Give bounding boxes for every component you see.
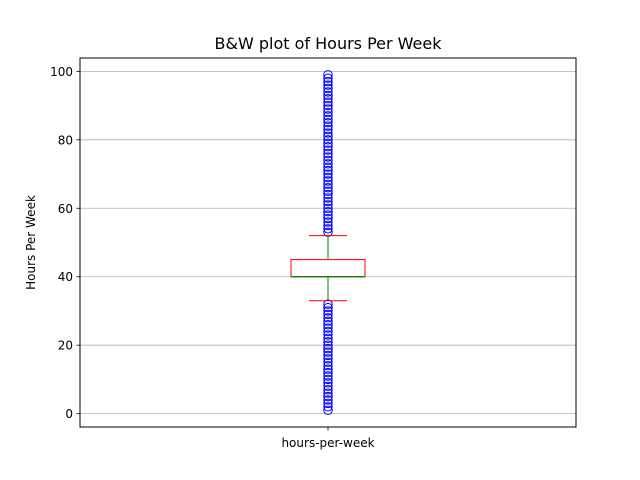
outlier-point — [323, 94, 333, 104]
outlier-point — [323, 326, 333, 337]
outlier-point — [323, 313, 333, 323]
outlier-point — [323, 371, 333, 381]
outlier-point — [323, 148, 333, 159]
outlier-point — [323, 374, 333, 385]
outlier-point — [323, 145, 333, 155]
outlier-point — [323, 384, 333, 395]
outlier-point — [323, 388, 333, 398]
outlier-point — [323, 176, 333, 186]
outlier-point — [323, 135, 333, 145]
outlier-point — [323, 210, 333, 220]
outlier-point — [323, 302, 333, 313]
outlier-point — [323, 395, 333, 405]
outlier-points — [323, 70, 333, 415]
outlier-point — [323, 186, 333, 196]
box-element — [290, 235, 366, 302]
outlier-point — [323, 350, 333, 361]
outlier-point — [323, 141, 333, 152]
outlier-point — [323, 213, 333, 224]
y-tick-label: 40 — [58, 270, 73, 284]
outlier-point — [323, 196, 333, 207]
outlier-point — [323, 337, 333, 347]
outlier-point — [323, 117, 333, 128]
outlier-point — [323, 391, 333, 402]
outlier-point — [323, 124, 333, 135]
outlier-point — [323, 364, 333, 374]
outlier-point — [323, 309, 333, 320]
outlier-point — [323, 323, 333, 333]
outlier-point — [323, 83, 333, 94]
outlier-point — [323, 224, 333, 234]
outlier-point — [323, 131, 333, 142]
outlier-point — [323, 217, 333, 227]
outlier-point — [323, 90, 333, 101]
outlier-point — [323, 87, 333, 97]
outlier-point — [323, 172, 333, 183]
outlier-point — [323, 354, 333, 364]
outlier-point — [323, 193, 333, 203]
y-axis-label: Hours Per Week — [24, 195, 38, 290]
outlier-point — [323, 306, 333, 316]
outlier-point — [323, 402, 333, 412]
outlier-point — [323, 357, 333, 368]
y-axis: 0 20 40 60 80 100 — [50, 65, 80, 421]
outlier-point — [323, 316, 333, 326]
outlier-point — [323, 169, 333, 179]
outlier-point — [323, 343, 333, 354]
outlier-point — [323, 155, 333, 166]
outlier-point — [323, 203, 333, 213]
outlier-point — [323, 73, 333, 83]
outlier-point — [323, 183, 333, 193]
outlier-point — [323, 347, 333, 357]
outlier-point — [323, 114, 333, 124]
outlier-point — [323, 100, 333, 111]
outlier-point — [323, 206, 333, 217]
outlier-point — [323, 107, 333, 118]
x-axis: hours-per-week — [281, 427, 375, 450]
outlier-point — [323, 76, 333, 87]
outlier-point — [323, 97, 333, 107]
outlier-point — [323, 128, 333, 138]
y-tick-label: 20 — [58, 339, 73, 353]
outlier-point — [323, 70, 333, 80]
outlier-point — [323, 111, 333, 121]
outlier-point — [323, 80, 333, 90]
outlier-point — [323, 340, 333, 350]
outlier-point — [323, 162, 333, 172]
x-tick-label: hours-per-week — [281, 436, 374, 450]
outlier-point — [323, 378, 333, 388]
outlier-point — [323, 381, 333, 391]
outlier-point — [323, 179, 333, 190]
y-tick-label: 100 — [50, 65, 73, 79]
outlier-point — [323, 121, 333, 131]
outlier-point — [323, 159, 333, 169]
outlier-point — [323, 333, 333, 344]
y-tick-label: 60 — [58, 202, 73, 216]
chart-title: B&W plot of Hours Per Week — [215, 34, 443, 53]
outlier-point — [323, 165, 333, 176]
y-tick-label: 80 — [58, 133, 73, 147]
outlier-point — [323, 138, 333, 148]
outlier-point — [323, 189, 333, 200]
outlier-point — [323, 319, 333, 330]
outlier-point — [323, 367, 333, 378]
outlier-point — [323, 200, 333, 210]
y-tick-label: 0 — [65, 407, 73, 421]
outlier-point — [323, 398, 333, 409]
outlier-point — [323, 152, 333, 162]
outlier-point — [323, 361, 333, 371]
outlier-point — [323, 405, 333, 415]
outlier-point — [323, 220, 333, 231]
outlier-point — [323, 330, 333, 340]
outlier-point — [323, 104, 333, 114]
